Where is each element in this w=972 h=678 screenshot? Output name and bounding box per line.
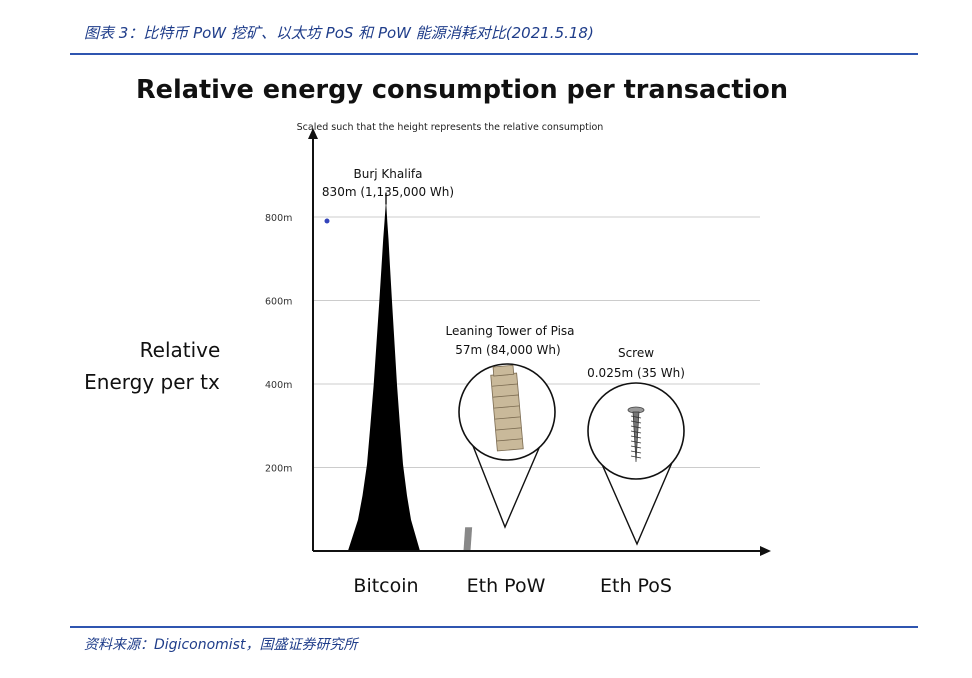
screw-thread	[630, 450, 642, 454]
screw-image	[627, 406, 645, 463]
screw-thread	[630, 435, 642, 439]
screw-thread	[630, 415, 642, 419]
tower-floor-line	[496, 438, 523, 442]
screw-callout-pointer	[589, 436, 684, 546]
callouts	[458, 363, 685, 546]
y-axis-label-line1: Relative	[140, 338, 221, 362]
bitcoin-annotation-line1: Burj Khalifa	[354, 167, 423, 181]
screw-thread	[630, 425, 642, 429]
tower-floor-line	[491, 383, 518, 387]
chart-title: Relative energy consumption per transact…	[136, 75, 788, 105]
tower-floor-line	[495, 427, 522, 431]
y-tick-label: 400m	[265, 380, 292, 391]
screw-thread	[630, 430, 642, 434]
screw-annotation-line1: Screw	[618, 346, 654, 360]
category-label-eth-pos: Eth PoS	[600, 575, 672, 597]
screw-thread	[630, 420, 642, 424]
bar-bitcoin	[347, 204, 420, 551]
y-tick-labels: 200m 400m 600m 800m	[265, 213, 292, 475]
screw-thread	[630, 440, 642, 444]
screw-annotation-line2: 0.025m (35 Wh)	[587, 366, 685, 380]
bars	[347, 192, 637, 552]
bar-eth-pow	[463, 527, 473, 552]
tower-belfry	[492, 364, 515, 377]
category-label-eth-pow: Eth PoW	[467, 575, 546, 597]
pisa-annotation-line2: 57m (84,000 Wh)	[455, 343, 560, 357]
tower-floor-line	[494, 416, 521, 420]
y-axis-label-line2: Energy per tx	[84, 370, 220, 394]
marker-dot	[324, 218, 330, 224]
pisa-callout-pointer	[461, 417, 553, 529]
bitcoin-annotation-line2: 830m (1,135,000 Wh)	[322, 185, 454, 199]
screw-thread	[630, 455, 642, 459]
screw-thread	[630, 445, 642, 449]
leaning-tower-image	[490, 364, 524, 452]
y-tick-label: 600m	[265, 297, 292, 308]
y-axis-arrow	[308, 128, 318, 139]
tower-floor-line	[492, 394, 519, 398]
top-rule	[70, 53, 918, 55]
bottom-rule	[70, 626, 918, 628]
source-note: 资料来源：Digiconomist，国盛证券研究所	[84, 637, 358, 653]
tower-floor-line	[493, 405, 520, 409]
category-label-bitcoin: Bitcoin	[353, 575, 418, 597]
figure-caption: 图表 3：比特币 PoW 挖矿、以太坊 PoS 和 PoW 能源消耗对比(202…	[84, 24, 594, 42]
x-axis-arrow	[760, 546, 771, 556]
pisa-annotation-line1: Leaning Tower of Pisa	[445, 324, 574, 338]
y-tick-label: 800m	[265, 213, 292, 224]
category-labels: Bitcoin Eth PoW Eth PoS	[353, 575, 672, 597]
y-tick-label: 200m	[265, 464, 292, 475]
chart-subtitle: Scaled such that the height represents t…	[297, 122, 604, 133]
